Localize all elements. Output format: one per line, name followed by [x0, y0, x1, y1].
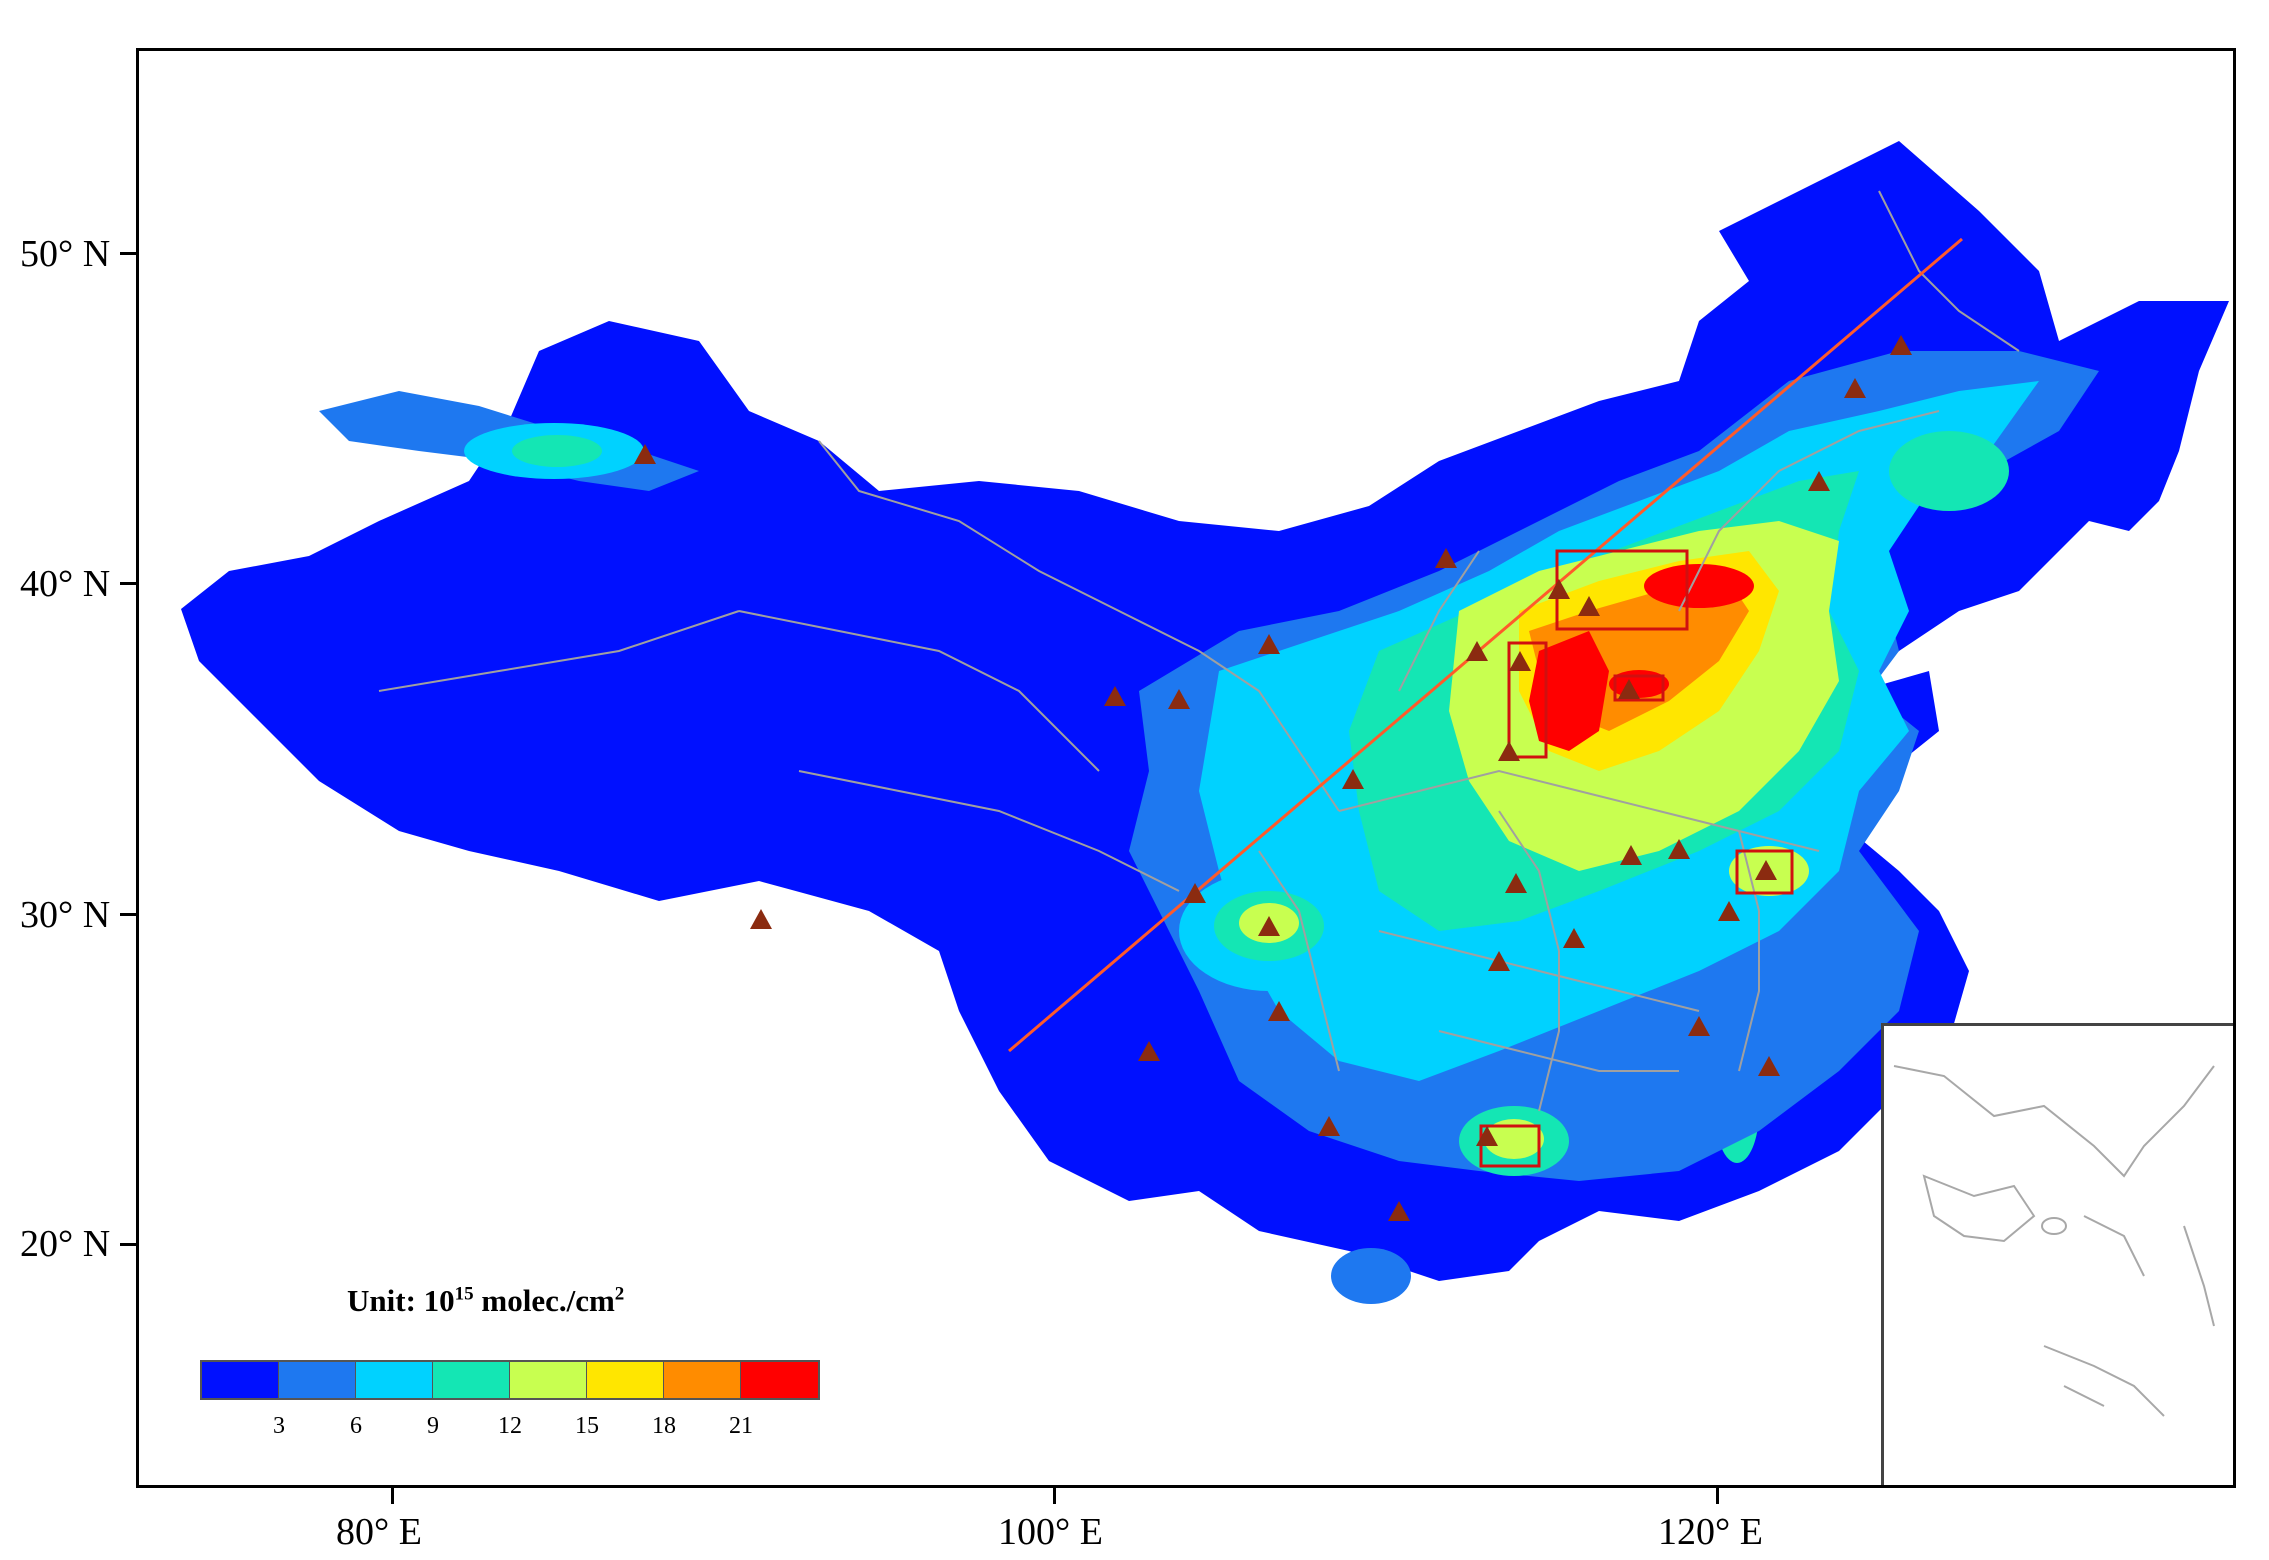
city-marker [1498, 741, 1520, 761]
city-marker [1620, 845, 1642, 865]
city-marker [1718, 901, 1740, 921]
legend-colorbar [200, 1360, 820, 1400]
city-marker [1258, 634, 1280, 654]
city-marker [1890, 335, 1912, 355]
city-marker [634, 444, 656, 464]
city-marker [1509, 651, 1531, 671]
lat-tick [120, 1243, 136, 1246]
city-marker [1258, 916, 1280, 936]
legend-title-prefix: Unit: 10 [347, 1283, 455, 1318]
legend-tick-label: 6 [350, 1413, 362, 1439]
legend-swatch [741, 1362, 818, 1398]
legend-tick-label: 18 [652, 1413, 676, 1439]
hotspot-shandong [1609, 670, 1669, 698]
city-marker [1758, 1056, 1780, 1076]
city-marker [1548, 579, 1570, 599]
box-shanghai [1735, 849, 1794, 895]
legend-title-suffix: molec./cm [473, 1283, 615, 1318]
city-marker [1104, 686, 1126, 706]
city-marker [1808, 471, 1830, 491]
no2-column-map [181, 141, 2229, 1304]
city-marker [1168, 689, 1190, 709]
city-marker [1844, 378, 1866, 398]
lon-label-120e: 120° E [1658, 1511, 1763, 1553]
lon-tick [391, 1488, 394, 1504]
city-marker [1578, 596, 1600, 616]
legend-tick-label: 3 [273, 1413, 285, 1439]
legend-swatch [356, 1362, 433, 1398]
city-marker [1184, 883, 1206, 903]
transect-line [1008, 237, 1963, 1053]
city-marker [1618, 679, 1640, 699]
legend-tick-label: 15 [575, 1413, 599, 1439]
hotspot-north-china-plain [1529, 631, 1609, 751]
city-marker [1505, 873, 1527, 893]
legend-swatch [664, 1362, 741, 1398]
lat-tick [120, 913, 136, 916]
legend-tick-label: 9 [427, 1413, 439, 1439]
city-marker [1466, 641, 1488, 661]
lon-tick [1053, 1488, 1056, 1504]
south-china-sea-inset [1881, 1023, 2233, 1485]
city-marker [1435, 548, 1457, 568]
lat-tick [120, 252, 136, 255]
legend-title: Unit: 1015 molec./cm2 [347, 1283, 624, 1319]
legend-swatch [433, 1362, 510, 1398]
city-marker [1476, 1126, 1498, 1146]
city-marker [1318, 1116, 1340, 1136]
lon-tick [1716, 1488, 1719, 1504]
box-shandong [1613, 674, 1665, 702]
legend-swatch [587, 1362, 664, 1398]
lat-label-40n: 40° N [20, 563, 111, 605]
box-shanxi-hebei [1507, 641, 1548, 759]
city-markers [634, 335, 1912, 1221]
city-marker [750, 909, 772, 929]
city-marker [1488, 951, 1510, 971]
legend-swatch [202, 1362, 279, 1398]
lat-tick [120, 582, 136, 585]
region-northeast-teal [1889, 431, 2009, 511]
hotspot-beijing-tianjin [1644, 564, 1754, 608]
lat-label-30n: 30° N [20, 894, 111, 936]
city-marker [1755, 860, 1777, 880]
city-marker [1563, 928, 1585, 948]
lat-label-50n: 50° N [20, 233, 111, 275]
legend-swatch [279, 1362, 356, 1398]
lon-label-100e: 100° E [998, 1511, 1103, 1553]
legend-tick-label: 21 [729, 1413, 753, 1439]
map-frame [136, 48, 2236, 1488]
city-marker [1138, 1041, 1160, 1061]
hainan-island [1331, 1248, 1411, 1304]
legend-title-exponent: 15 [454, 1283, 474, 1305]
region-urumqi-teal [512, 435, 602, 467]
legend-tick-label: 12 [498, 1413, 522, 1439]
city-marker [1668, 839, 1690, 859]
city-marker [1268, 1001, 1290, 1021]
inset-outline [1893, 1065, 2215, 1417]
province-boundaries [378, 190, 2020, 1112]
lat-label-20n: 20° N [20, 1223, 111, 1265]
region-guangzhou-yg [1484, 1119, 1544, 1159]
city-marker [1342, 769, 1364, 789]
legend-swatch [510, 1362, 587, 1398]
legend-title-suffix-exponent: 2 [614, 1283, 625, 1305]
city-marker [1688, 1016, 1710, 1036]
city-marker [1388, 1201, 1410, 1221]
lon-label-80e: 80° E [336, 1511, 422, 1553]
